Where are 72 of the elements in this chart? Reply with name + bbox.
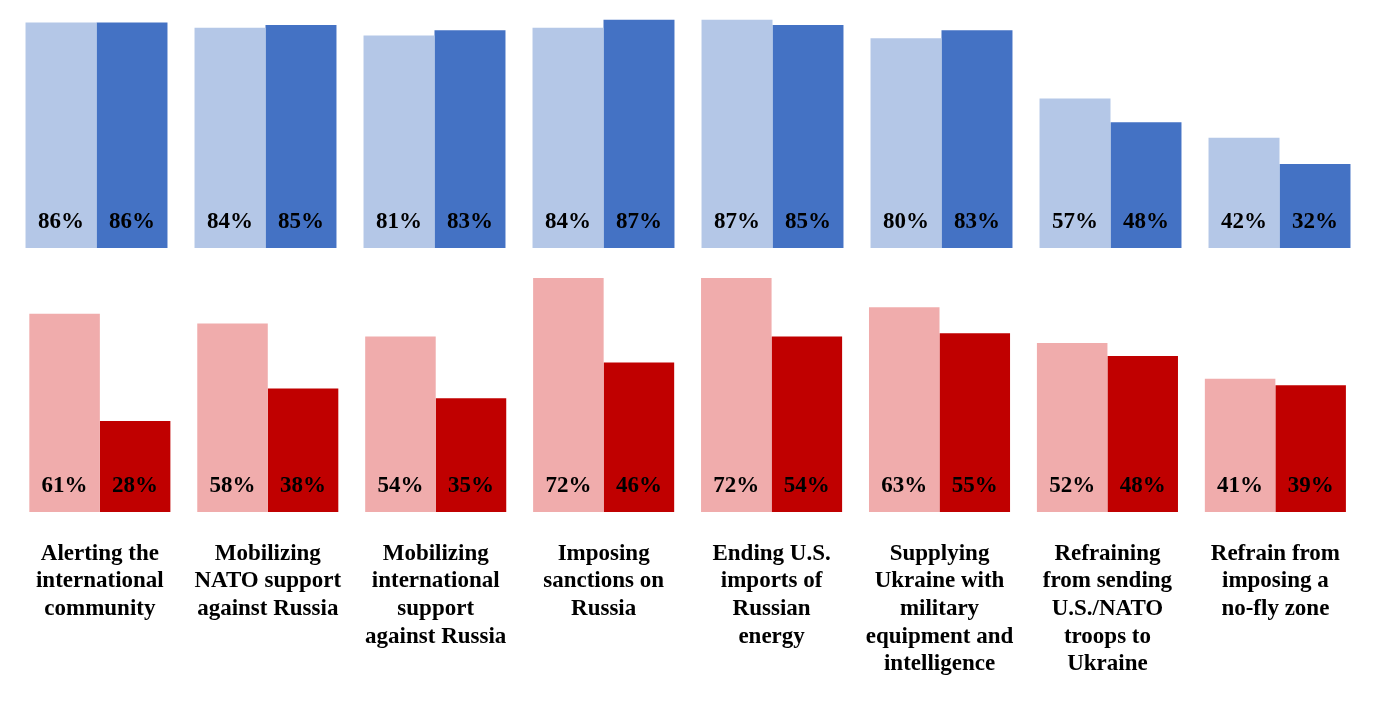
bar <box>267 388 339 512</box>
x-tick-label: Refrain from imposing a no-fly zone <box>1210 539 1340 620</box>
bar <box>939 333 1011 512</box>
bar <box>1036 343 1108 512</box>
data-label: 54% <box>783 472 830 498</box>
bar <box>197 323 268 512</box>
bar <box>1275 385 1346 512</box>
data-label: 81% <box>376 208 423 234</box>
data-label: 48% <box>1122 208 1169 234</box>
bar <box>99 421 171 512</box>
bar <box>29 313 100 512</box>
data-label: 46% <box>615 472 662 498</box>
data-label: 39% <box>1287 472 1334 498</box>
data-label: 57% <box>1052 208 1099 234</box>
bar <box>941 30 1013 248</box>
data-label: 32% <box>1291 208 1338 234</box>
bar <box>435 398 507 512</box>
data-label: 85% <box>784 208 831 234</box>
bar <box>533 278 604 512</box>
x-tick-label: Ending U.S. imports of Russian energy <box>712 539 831 648</box>
x-tick-label: Refraining from sending U.S./NATO troops to Ukraine <box>1042 539 1173 676</box>
data-label: 61% <box>41 472 88 498</box>
bar <box>603 362 675 512</box>
data-label: 86% <box>108 208 155 234</box>
data-label: 52% <box>1049 472 1096 498</box>
data-label: 58% <box>209 472 256 498</box>
bar <box>870 38 942 248</box>
data-label: 83% <box>446 208 493 234</box>
x-tick-label: Supplying Ukraine with military equipment and intelligence <box>865 539 1014 676</box>
data-label: 87% <box>714 208 761 234</box>
data-label: 35% <box>447 472 494 498</box>
data-label: 72% <box>545 472 592 498</box>
data-label: 63% <box>881 472 928 498</box>
data-label: 41% <box>1217 472 1264 498</box>
bar <box>96 22 168 248</box>
data-label: 83% <box>953 208 1000 234</box>
data-label: 28% <box>112 472 159 498</box>
x-tick-label: Mobilizing NATO support against Russia <box>194 539 342 620</box>
data-label: 55% <box>951 472 998 498</box>
bar <box>1110 122 1182 248</box>
bar <box>365 336 436 512</box>
bar <box>1204 378 1276 512</box>
bar <box>25 22 97 248</box>
bar <box>868 307 940 512</box>
data-label: 87% <box>615 208 662 234</box>
data-label: 54% <box>377 472 424 498</box>
bar <box>701 278 772 512</box>
data-label: 42% <box>1221 208 1268 234</box>
bar <box>532 27 604 248</box>
bar <box>701 19 773 248</box>
data-label: 38% <box>280 472 327 498</box>
x-tick-label: Mobilizing international support against Russia <box>365 539 507 648</box>
data-label: 86% <box>38 208 85 234</box>
data-label: 85% <box>277 208 324 234</box>
x-tick-label: Alerting the international community <box>35 539 164 620</box>
x-tick-label: Imposing sanctions on Russia <box>543 539 665 620</box>
bar <box>603 19 675 248</box>
data-label: 48% <box>1119 472 1166 498</box>
bar <box>265 25 337 248</box>
data-label: 84% <box>545 208 592 234</box>
bar <box>1208 137 1280 248</box>
data-label: 80% <box>883 208 930 234</box>
bar <box>771 336 843 512</box>
bar <box>194 27 266 248</box>
bar <box>434 30 506 248</box>
bar <box>772 25 844 248</box>
bar <box>363 35 435 248</box>
data-label: 72% <box>713 472 760 498</box>
data-label: 84% <box>207 208 254 234</box>
bar <box>1039 98 1111 248</box>
bar <box>1279 164 1351 248</box>
bar <box>1107 356 1178 512</box>
